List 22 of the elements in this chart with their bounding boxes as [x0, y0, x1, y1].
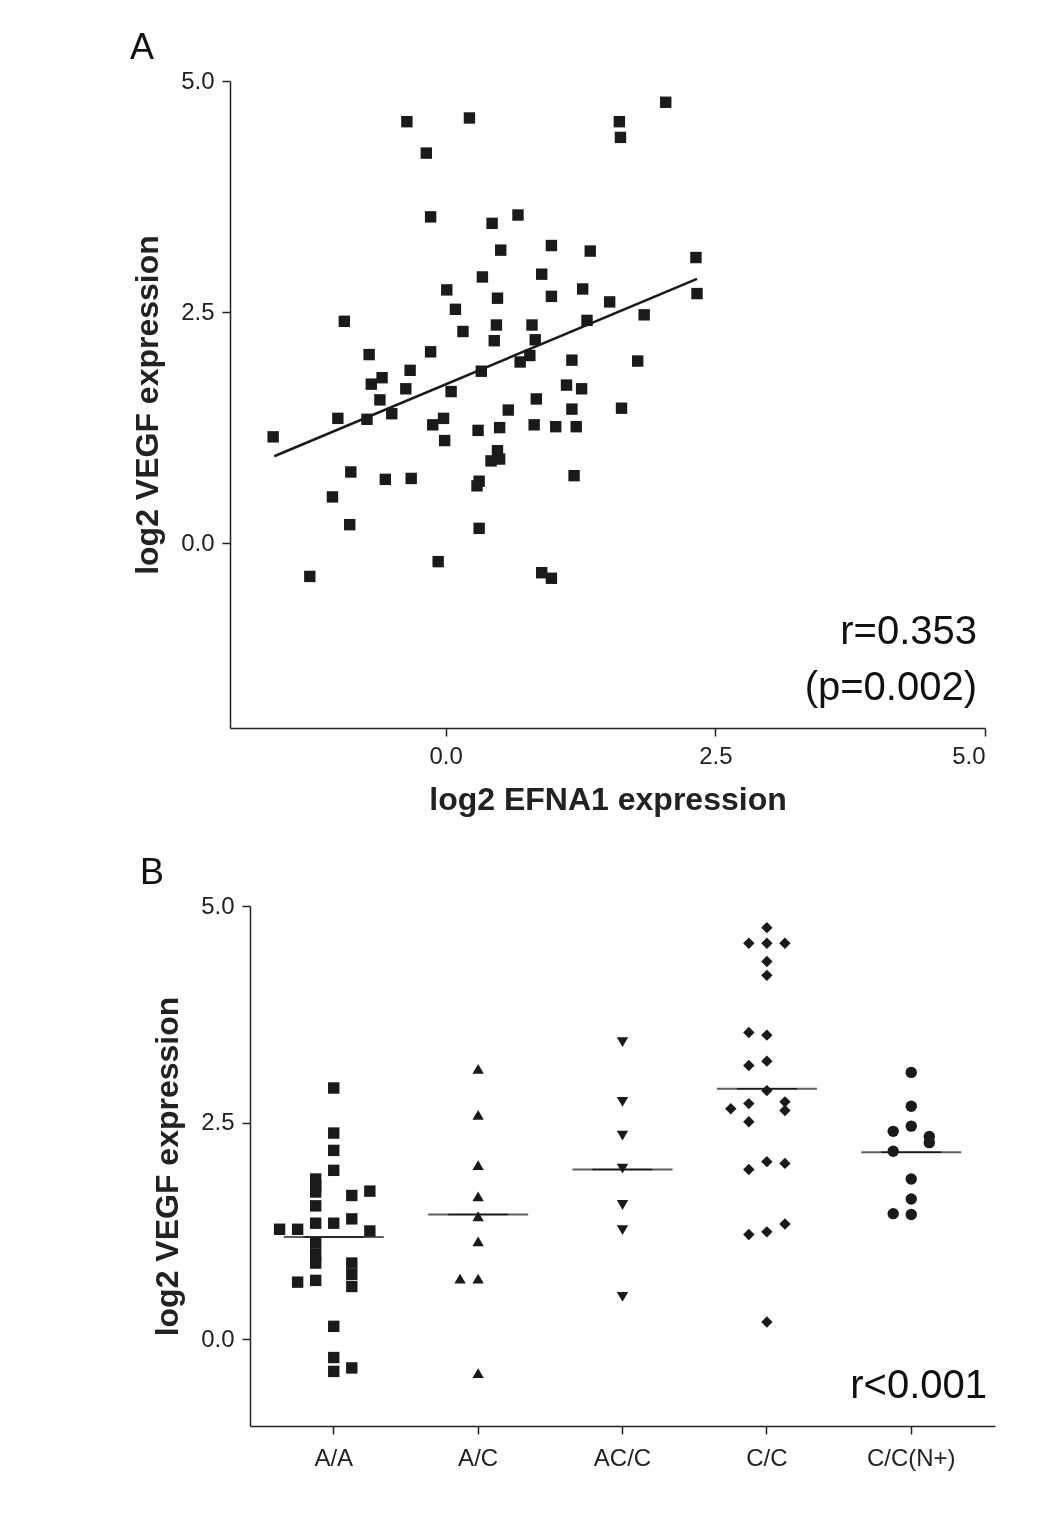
annotation: r<0.001: [850, 1362, 987, 1406]
annotation: r=0.353: [840, 608, 977, 652]
x-tick-label: 2.5: [699, 741, 733, 769]
x-tick-label: 5.0: [952, 741, 986, 769]
y-tick-label: 0.0: [201, 1324, 235, 1352]
annotation: (p=0.002): [804, 664, 977, 708]
y-axis-title: log2 VEGF expression: [149, 996, 186, 1337]
x-tick-label: 0.0: [429, 741, 463, 769]
y-axis-title: log2 VEGF expression: [129, 235, 166, 575]
x-tick-label: C/C(N+): [866, 1443, 956, 1471]
x-tick-label: C/C: [746, 1443, 788, 1471]
x-axis-title: log2 EFNA1 expression: [429, 780, 787, 817]
y-tick-label: 0.0: [181, 528, 215, 556]
y-tick-label: 2.5: [201, 1108, 235, 1136]
chart-title: B: [140, 851, 165, 892]
chart-title: A: [130, 26, 155, 67]
x-tick-label: A/C: [458, 1443, 499, 1471]
y-tick-label: 2.5: [181, 297, 215, 325]
y-tick-label: 5.0: [201, 891, 235, 919]
y-tick-label: 5.0: [181, 66, 215, 94]
x-tick-label: AC/C: [593, 1443, 652, 1471]
x-tick-label: A/A: [314, 1443, 354, 1471]
